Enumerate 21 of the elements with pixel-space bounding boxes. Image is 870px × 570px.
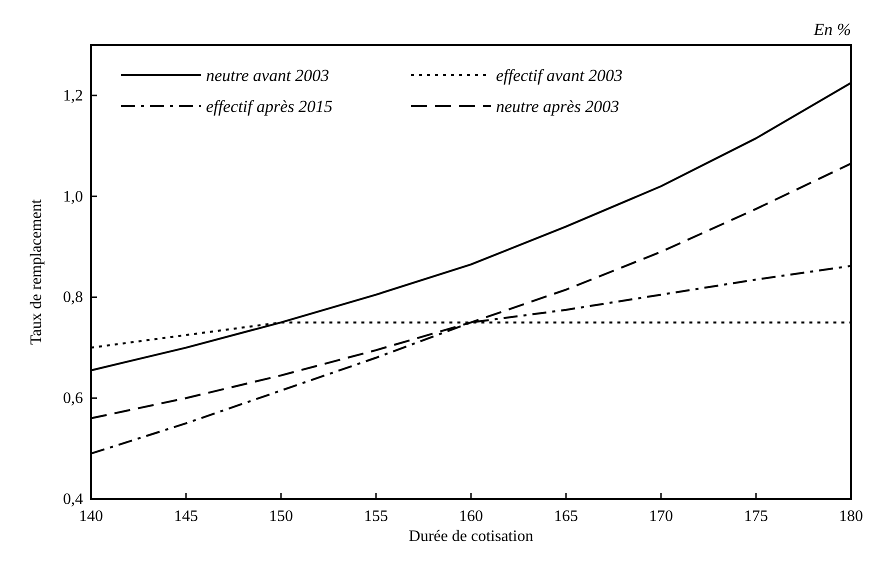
x-tick-label: 150 bbox=[269, 508, 293, 525]
y-tick-label: 0,6 bbox=[63, 390, 83, 408]
y-tick-label: 1,0 bbox=[63, 188, 83, 206]
legend-label: neutre après 2003 bbox=[496, 97, 620, 116]
y-tick-label: 0,8 bbox=[63, 289, 83, 306]
x-tick-label: 160 bbox=[459, 508, 483, 525]
x-tick-label: 170 bbox=[649, 508, 673, 525]
x-tick-label: 140 bbox=[79, 508, 103, 525]
x-tick-label: 155 bbox=[364, 508, 388, 525]
x-axis-title: Durée de cotisation bbox=[408, 528, 534, 545]
y-tick-label: 0,4 bbox=[63, 491, 83, 508]
x-tick-label: 145 bbox=[174, 508, 198, 525]
x-tick-label: 180 bbox=[839, 508, 863, 525]
legend-label: effectif après 2015 bbox=[206, 97, 333, 116]
y-axis-title: Taux de remplacement bbox=[28, 198, 45, 345]
text: En % bbox=[812, 20, 851, 39]
x-tick-label: 165 bbox=[554, 508, 578, 525]
x-tick-label: 175 bbox=[744, 508, 768, 525]
legend-label: neutre avant 2003 bbox=[206, 66, 330, 85]
y-tick-label: 1,2 bbox=[63, 87, 83, 104]
legend-label: effectif avant 2003 bbox=[496, 66, 623, 85]
